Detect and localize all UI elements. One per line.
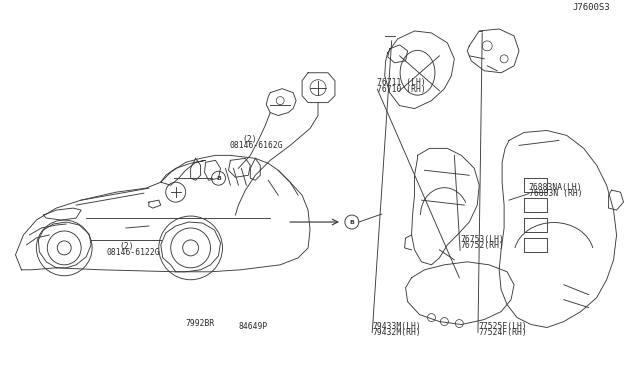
Text: 79432M(RH): 79432M(RH) (372, 328, 421, 337)
Text: 84649P: 84649P (239, 323, 268, 331)
Text: 76710 (RH): 76710 (RH) (378, 85, 426, 94)
Text: 76883NA(LH): 76883NA(LH) (529, 183, 582, 192)
Text: 7992BR: 7992BR (185, 319, 214, 328)
Text: 08146-6122G: 08146-6122G (107, 248, 160, 257)
Text: 77525F(LH): 77525F(LH) (478, 322, 527, 331)
Text: 76711 (LH): 76711 (LH) (378, 78, 426, 87)
Text: B: B (349, 219, 355, 225)
Text: (2): (2) (120, 242, 134, 251)
Text: 77524F(RH): 77524F(RH) (478, 328, 527, 337)
Text: 08146-6162G: 08146-6162G (230, 141, 283, 150)
Text: 79433M(LH): 79433M(LH) (372, 322, 421, 331)
Text: 76753(LH): 76753(LH) (460, 235, 504, 244)
Text: 76883N (RH): 76883N (RH) (529, 189, 582, 198)
Text: J7600S3: J7600S3 (572, 3, 610, 12)
Text: B: B (216, 176, 221, 181)
Text: 76752(RH): 76752(RH) (460, 241, 504, 250)
Text: (2): (2) (243, 135, 257, 144)
